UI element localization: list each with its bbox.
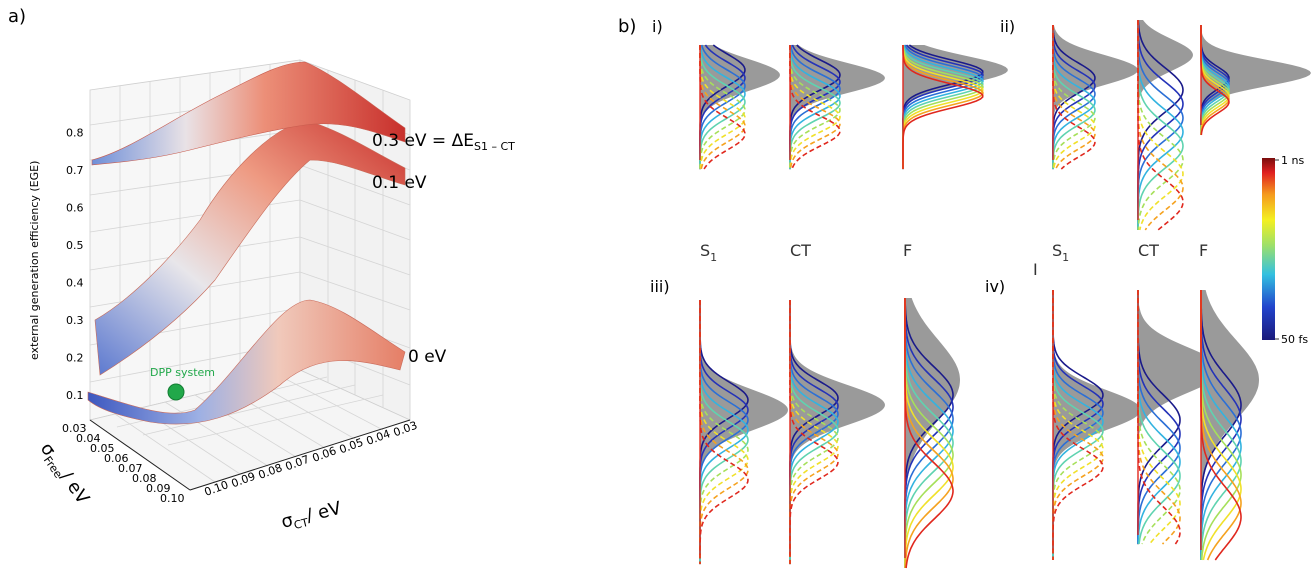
panel-i-ct: [789, 44, 885, 170]
density-of-states: [790, 300, 885, 565]
panel-b-label: b): [618, 16, 636, 37]
density-of-states: [1138, 20, 1193, 230]
sub-label-iii: iii): [650, 277, 670, 296]
y-tick-label: 0.04: [76, 432, 101, 445]
colorbar-bottom-label: 50 fs: [1281, 333, 1308, 346]
egE-surfaces: [87, 61, 406, 425]
density-of-states: [790, 45, 885, 170]
y-tick-label: 0.03: [62, 422, 87, 435]
x-ticks: 0.10 0.09 0.08 0.07 0.06 0.05 0.04 0.03: [203, 419, 419, 499]
y-tick-label: 0.07: [118, 462, 143, 475]
stray-mark: I: [1033, 260, 1038, 279]
z-tick-label: 0.8: [66, 127, 84, 140]
y-tick-label: 0.09: [146, 482, 171, 495]
panel-i-f: [902, 44, 1008, 170]
z-ticks: 0.1 0.2 0.3 0.4 0.5 0.6 0.7 0.8: [66, 127, 84, 403]
density-of-states: [905, 298, 960, 568]
colorbar-top-label: 1 ns: [1281, 154, 1304, 167]
colorbar: [1262, 158, 1275, 340]
density-of-states: [1053, 290, 1141, 560]
y-axis-line: [89, 419, 191, 491]
sub-label-ii: ii): [1000, 17, 1015, 36]
density-of-states: [1201, 290, 1259, 560]
column-label-f-right: F: [1199, 241, 1208, 260]
z-tick-label: 0.2: [66, 352, 84, 365]
panel-ii-f: [1200, 25, 1311, 136]
surface-label-top: 0.3 eV = ΔES1 – CT: [372, 131, 515, 153]
density-of-states: [1201, 25, 1311, 135]
column-label-ct-right: CT: [1138, 241, 1159, 260]
sub-label-i: i): [652, 17, 663, 36]
dpp-marker-label: DPP system: [150, 366, 215, 379]
panel-i-s1: [699, 44, 780, 170]
panel-ii-s1: [1052, 25, 1138, 170]
panel-ii-ct: [1137, 19, 1193, 231]
panel-a: a): [8, 6, 515, 535]
column-label-f-left: F: [903, 241, 912, 260]
density-of-states: [700, 45, 780, 170]
column-label-s1-right: S1: [1052, 241, 1069, 264]
z-tick-label: 0.7: [66, 164, 84, 177]
surface-0.3eV: [91, 61, 406, 166]
panel-iii-ct: [789, 300, 885, 565]
x-axis-line: [189, 419, 411, 491]
surface-label-middle: 0.1 eV: [372, 173, 427, 193]
column-label-s1-left: S1: [700, 241, 717, 264]
panel-b: b) i) ii) iii) iv) S1 CT F I S1 CT F 1 n…: [618, 16, 1311, 569]
z-tick-label: 0.4: [66, 277, 84, 290]
sub-label-iv: iv): [985, 277, 1005, 296]
surface-0.1eV: [94, 119, 406, 376]
z-tick-label: 0.3: [66, 314, 84, 327]
surface-0eV: [87, 299, 406, 425]
y-tick-label: 0.10: [160, 492, 185, 505]
z-tick-label: 0.6: [66, 202, 84, 215]
panel-iii-f: [904, 297, 960, 569]
surface-label-bottom: 0 eV: [408, 347, 447, 367]
density-of-states: [1053, 25, 1138, 170]
z-axis-label: external generation efficiency (EGE): [28, 161, 41, 360]
y-axis-label: σFree/ eV: [34, 439, 93, 510]
population-distributions: [699, 19, 1311, 569]
z-tick-label: 0.5: [66, 239, 84, 252]
z-tick-label: 0.1: [66, 389, 84, 402]
y-tick-label: 0.08: [132, 472, 157, 485]
x-axis-label: σCT/ eV: [279, 498, 344, 535]
dpp-marker: [167, 383, 185, 401]
y-ticks: 0.030.040.050.060.070.080.090.10: [62, 422, 185, 505]
panel-iii-s1: [699, 300, 788, 565]
y-tick-label: 0.05: [90, 442, 115, 455]
y-tick-label: 0.06: [104, 452, 129, 465]
panel-iv-s1: [1052, 290, 1141, 560]
panel-iv-f: [1200, 290, 1259, 561]
panel-a-label: a): [8, 6, 26, 27]
column-label-ct-left: CT: [790, 241, 811, 260]
